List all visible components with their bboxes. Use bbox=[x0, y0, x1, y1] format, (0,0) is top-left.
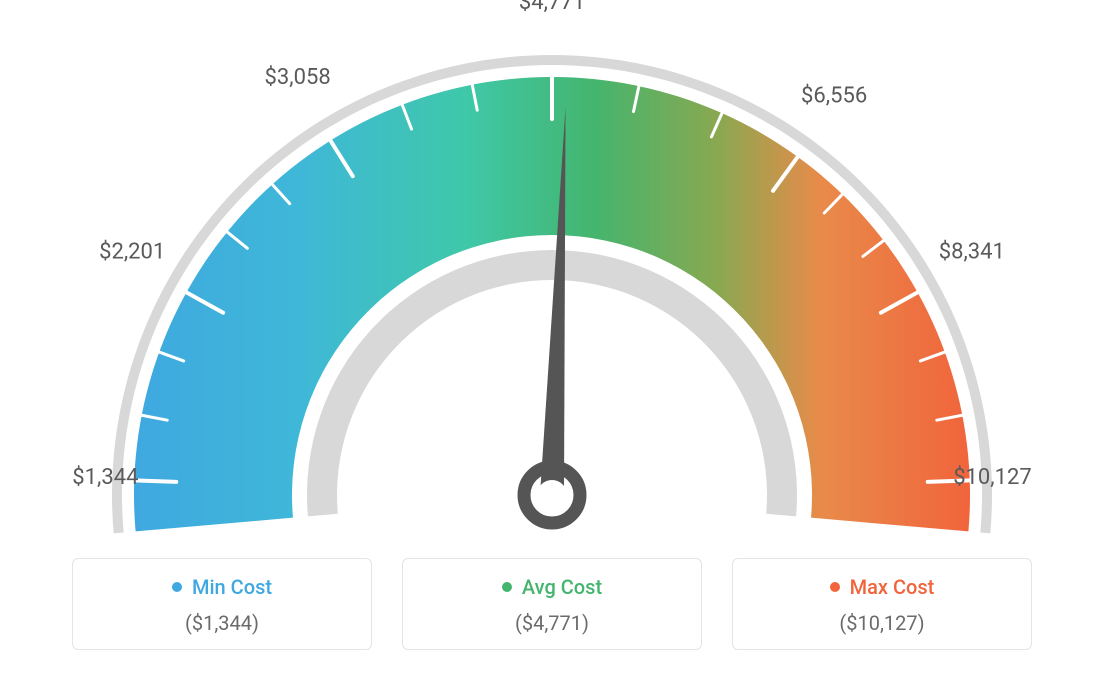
legend-card-avg: Avg Cost ($4,771) bbox=[402, 558, 702, 650]
gauge-label: $8,341 bbox=[939, 239, 1005, 264]
legend-value-max: ($10,127) bbox=[743, 611, 1021, 635]
gauge-area: $1,344 $2,201 $3,058 $4,771 $6,556 $8,341 $10,… bbox=[0, 0, 1104, 540]
gauge-label: $10,127 bbox=[953, 465, 1032, 490]
gauge-tick bbox=[134, 480, 176, 481]
legend-title-avg: Avg Cost bbox=[413, 575, 691, 599]
gauge-svg: $1,344 $2,201 $3,058 $4,771 $6,556 $8,341 $10,… bbox=[0, 0, 1104, 540]
legend-value-avg: ($4,771) bbox=[413, 611, 691, 635]
legend-dot-avg bbox=[502, 582, 512, 592]
legend-card-min: Min Cost ($1,344) bbox=[72, 558, 372, 650]
gauge-label: $3,058 bbox=[265, 65, 331, 90]
legend-value-min: ($1,344) bbox=[83, 611, 361, 635]
legend-label-max: Max Cost bbox=[850, 575, 935, 599]
cost-gauge-chart: $1,344 $2,201 $3,058 $4,771 $6,556 $8,341 $10,… bbox=[0, 0, 1104, 690]
legend-title-max: Max Cost bbox=[743, 575, 1021, 599]
legend-label-avg: Avg Cost bbox=[522, 575, 602, 599]
legend-row: Min Cost ($1,344) Avg Cost ($4,771) Max … bbox=[0, 558, 1104, 650]
legend-label-min: Min Cost bbox=[192, 575, 272, 599]
legend-dot-max bbox=[830, 582, 840, 592]
gauge-label: $1,344 bbox=[72, 465, 138, 490]
gauge-label: $4,771 bbox=[519, 0, 585, 15]
legend-card-max: Max Cost ($10,127) bbox=[732, 558, 1032, 650]
gauge-label: $2,201 bbox=[99, 239, 165, 264]
legend-title-min: Min Cost bbox=[83, 575, 361, 599]
legend-dot-min bbox=[172, 582, 182, 592]
gauge-needle-hub-inner bbox=[537, 480, 567, 510]
gauge-label: $6,556 bbox=[801, 84, 867, 109]
